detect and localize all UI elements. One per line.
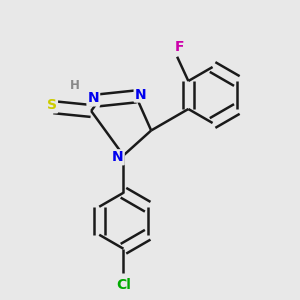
Text: N: N — [112, 150, 124, 164]
Text: N: N — [88, 92, 99, 105]
Text: F: F — [174, 40, 184, 54]
Text: H: H — [70, 79, 80, 92]
Text: Cl: Cl — [116, 278, 131, 292]
Text: N: N — [135, 88, 146, 101]
Text: S: S — [47, 98, 57, 112]
